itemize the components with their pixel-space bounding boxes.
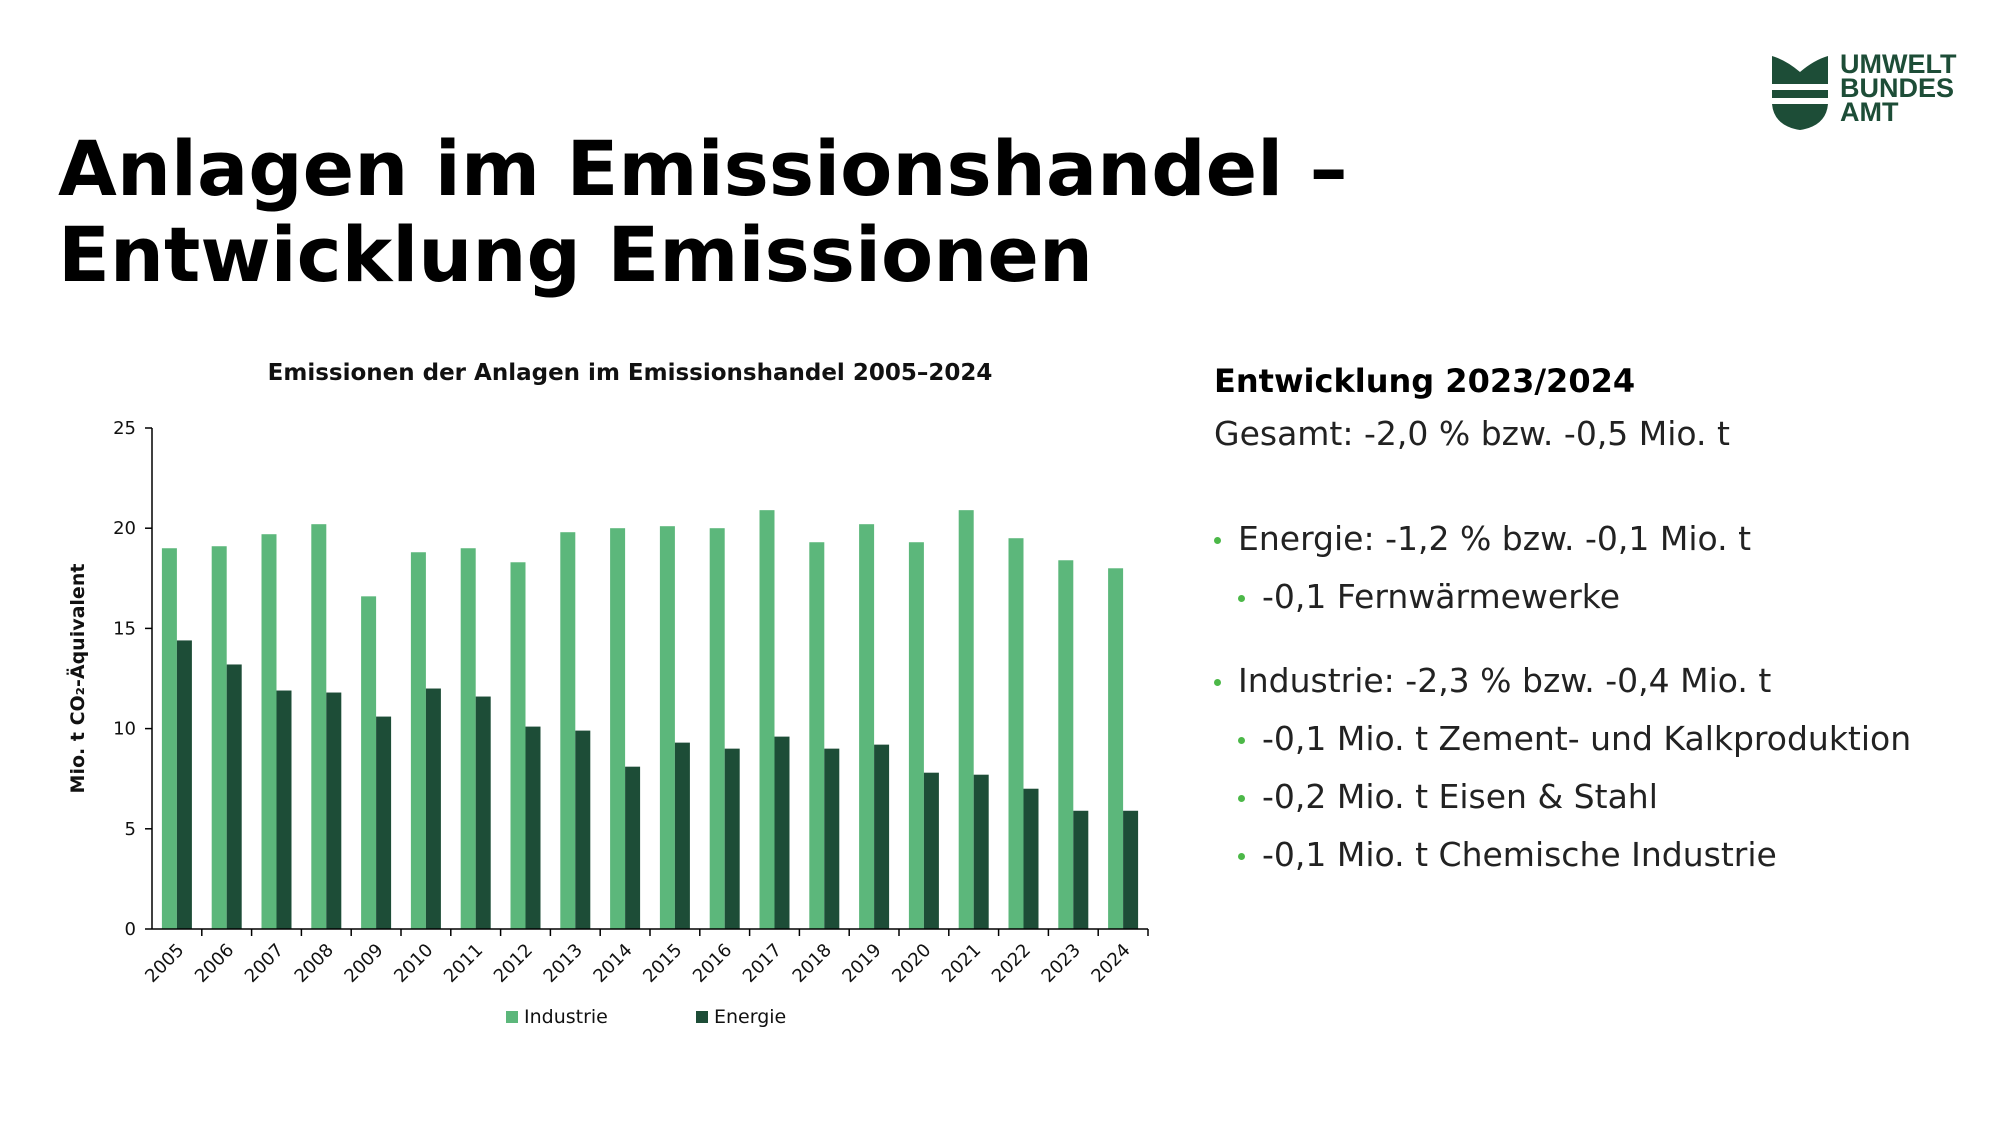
bar	[1008, 538, 1024, 929]
x-tick-label: 2016	[689, 940, 736, 987]
sub-bullet-item: -0,1 Mio. t Chemische Industrie	[1238, 835, 1911, 875]
logo-line: BUNDES	[1840, 73, 1955, 103]
bar	[908, 542, 924, 929]
title-line: Anlagen im Emissionshandel –	[58, 124, 1348, 213]
x-tick-label: 2010	[390, 940, 437, 987]
summary-total: Gesamt: -2,0 % bzw. -0,5 Mio. t	[1214, 414, 1730, 453]
sub-bullet-item: -0,1 Mio. t Zement- und Kalkproduktion	[1238, 719, 1911, 759]
bar	[560, 532, 576, 929]
bar	[410, 552, 426, 929]
bar	[809, 542, 825, 929]
chart-title: Emissionen der Anlagen im Emissionshande…	[268, 360, 993, 386]
legend-swatch	[506, 1011, 518, 1023]
bullet-item: Energie: -1,2 % bzw. -0,1 Mio. t	[1214, 519, 1911, 559]
bar	[625, 766, 641, 929]
bar	[525, 726, 541, 929]
bar	[774, 736, 790, 929]
y-tick-label: 15	[113, 618, 136, 639]
bar	[709, 528, 725, 929]
x-tick-label: 2009	[340, 940, 387, 987]
bar	[610, 528, 626, 929]
y-tick-label: 5	[125, 819, 136, 840]
bar	[824, 748, 840, 929]
bar	[1023, 788, 1039, 929]
bar	[425, 688, 441, 929]
bar	[575, 730, 591, 929]
bar	[958, 510, 974, 929]
chart: Emissionen der Anlagen im Emissionshande…	[65, 360, 1149, 1028]
y-axis-label: Mio. t CO₂-Äquivalent	[65, 564, 89, 794]
bar	[475, 696, 491, 929]
bar	[460, 548, 476, 929]
bar	[226, 664, 242, 929]
page-title: Anlagen im Emissionshandel – Entwicklung …	[58, 126, 1348, 298]
y-tick-label: 25	[113, 418, 136, 439]
sub-bullet-item: -0,2 Mio. t Eisen & Stahl	[1238, 777, 1911, 817]
x-tick-label: 2015	[639, 940, 686, 987]
x-tick-label: 2017	[739, 940, 786, 987]
bar	[1108, 568, 1124, 929]
bullet-group: Industrie: -2,3 % bzw. -0,4 Mio. t -0,1 M…	[1214, 661, 1911, 875]
x-tick-label: 2012	[490, 940, 537, 987]
bar	[176, 640, 192, 929]
bar	[276, 690, 292, 929]
bar	[859, 524, 875, 929]
x-tick-label: 2011	[440, 940, 487, 987]
x-tick-label: 2008	[291, 940, 338, 987]
x-tick-label: 2018	[789, 940, 836, 987]
x-tick-label: 2020	[888, 940, 935, 987]
bar	[1058, 560, 1074, 929]
logo-mark	[1772, 56, 1828, 130]
bar	[510, 562, 526, 929]
logo-line: UMWELT	[1840, 49, 1957, 79]
bar	[973, 774, 989, 929]
x-tick-label: 2022	[988, 940, 1035, 987]
legend-label: Energie	[714, 1006, 786, 1028]
y-tick-label: 10	[113, 719, 136, 740]
bullet-item: Industrie: -2,3 % bzw. -0,4 Mio. t	[1214, 661, 1911, 701]
legend-label: Industrie	[524, 1006, 608, 1028]
summary: Entwicklung 2023/2024 Gesamt: -2,0 % bzw…	[1214, 362, 1911, 919]
bar	[1123, 810, 1139, 929]
x-tick-label: 2005	[141, 940, 188, 987]
x-tick-label: 2021	[938, 940, 985, 987]
bullet-group: Energie: -1,2 % bzw. -0,1 Mio. t -0,1 Fer…	[1214, 519, 1911, 617]
title-line: Entwicklung Emissionen	[58, 210, 1093, 299]
bar	[659, 526, 675, 929]
bar	[361, 596, 377, 929]
bar	[724, 748, 740, 929]
x-tick-label: 2013	[540, 940, 587, 987]
bar	[326, 692, 342, 929]
x-tick-label: 2006	[191, 940, 238, 987]
sub-bullet-item: -0,1 Fernwärmewerke	[1238, 577, 1911, 617]
y-tick-label: 20	[113, 518, 136, 539]
bar	[874, 744, 890, 929]
logo-text: UMWELT BUNDES AMT	[1840, 49, 1957, 127]
legend-swatch	[696, 1011, 708, 1023]
x-tick-label: 2014	[589, 940, 636, 987]
x-tick-label: 2019	[838, 940, 885, 987]
summary-heading: Entwicklung 2023/2024	[1214, 362, 1636, 400]
bar	[923, 772, 939, 929]
y-tick-label: 0	[125, 919, 136, 940]
bar	[1073, 810, 1089, 929]
bar	[261, 534, 277, 929]
bar	[376, 716, 392, 929]
bar	[674, 742, 690, 929]
x-tick-label: 2024	[1087, 940, 1134, 987]
bar	[211, 546, 227, 929]
logo-line: AMT	[1840, 97, 1899, 127]
x-tick-label: 2007	[241, 940, 288, 987]
bar	[759, 510, 775, 929]
x-tick-label: 2023	[1038, 940, 1085, 987]
bar	[161, 548, 177, 929]
bar	[311, 524, 327, 929]
